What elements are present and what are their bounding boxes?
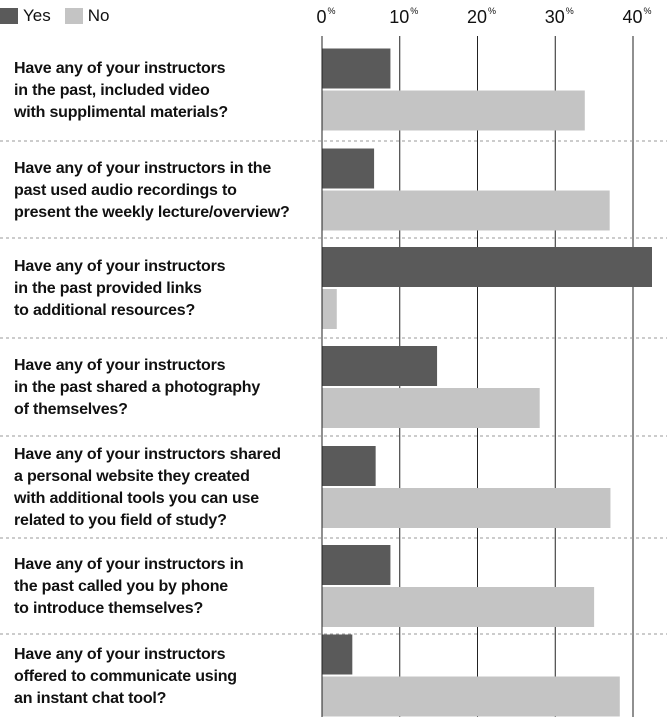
legend-swatch-yes — [0, 8, 18, 24]
question-line: to additional resources? — [14, 302, 196, 319]
bar-no-1 — [322, 90, 585, 131]
bar-yes-2 — [322, 148, 375, 189]
question-line: present the weekly lecture/overview? — [14, 203, 290, 221]
bar-no-5 — [322, 488, 611, 528]
question-label-4: Have any of your instructors in the past … — [14, 355, 314, 421]
question-label-3: Have any of your instructors in the past … — [14, 256, 314, 322]
tick-label-40: 40% — [622, 6, 652, 27]
bar-no-6 — [322, 587, 595, 627]
question-line: with additional tools you can use — [14, 490, 259, 507]
question-label-5: Have any of your instructors shared a per… — [14, 444, 314, 532]
question-line: offered to communicate using — [14, 667, 237, 685]
legend: Yes No — [0, 5, 123, 27]
tick-label-30: 30% — [544, 6, 574, 27]
bar-yes-7 — [322, 634, 353, 675]
question-label-6: Have any of your instructors in the past … — [14, 554, 314, 620]
bar-no-4 — [322, 388, 540, 428]
question-line: the past called you by phone — [14, 578, 228, 595]
question-line: to introduce themselves? — [14, 600, 204, 617]
question-line: in the past, included video — [14, 81, 210, 99]
question-line: in the past shared a photography — [14, 379, 261, 396]
legend-item-yes: Yes — [0, 6, 51, 26]
bar-yes-3 — [322, 247, 652, 287]
tick-label-20: 20% — [466, 6, 497, 27]
question-line: a personal website they created — [14, 468, 250, 485]
bar-no-2 — [322, 190, 610, 231]
tick-label-10: 10% — [389, 6, 419, 27]
bar-no-3 — [322, 289, 337, 329]
question-label-1: Have any of your instructors in the past,… — [14, 58, 314, 124]
question-line: Have any of your instructors — [14, 357, 226, 374]
question-line: of themselves? — [14, 401, 128, 418]
question-line: with supplimental materials? — [14, 103, 229, 121]
question-label-2: Have any of your instructors in the past … — [14, 158, 314, 224]
legend-label-yes: Yes — [23, 6, 51, 25]
legend-item-no: No — [64, 6, 110, 26]
question-line: Have any of your instructors in — [14, 556, 244, 573]
question-line: Have any of your instructors — [14, 59, 226, 77]
question-line: an instant chat tool? — [14, 689, 167, 707]
bar-yes-1 — [322, 48, 391, 89]
question-line: Have any of your instructors — [14, 258, 226, 275]
question-line: related to you field of study? — [14, 512, 227, 529]
bar-yes-4 — [322, 346, 438, 386]
question-line: in the past provided links — [14, 280, 202, 297]
tick-label-0: 0% — [316, 6, 336, 27]
question-label-7: Have any of your instructors offered to c… — [14, 644, 314, 710]
question-line: Have any of your instructors shared — [14, 446, 281, 463]
bar-yes-6 — [322, 545, 391, 585]
question-line: Have any of your instructors in the — [14, 159, 272, 177]
legend-label-no: No — [87, 6, 110, 25]
bar-no-7 — [322, 676, 620, 717]
bar-yes-5 — [322, 446, 376, 486]
question-line: past used audio recordings to — [14, 181, 237, 199]
question-line: Have any of your instructors — [14, 645, 226, 663]
legend-swatch-no — [64, 8, 83, 24]
